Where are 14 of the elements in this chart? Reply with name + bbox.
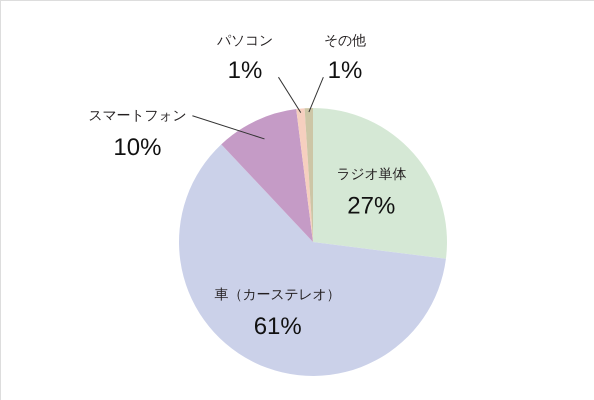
slice-label: 車（カーステレオ） bbox=[214, 287, 341, 304]
data-label: 1% bbox=[328, 57, 362, 84]
pie-slice bbox=[179, 144, 446, 376]
pie-slice bbox=[296, 108, 313, 242]
data-label: 61% bbox=[254, 313, 302, 340]
slice-label: パソコン bbox=[216, 33, 273, 49]
slice-label: ラジオ単体 bbox=[336, 166, 406, 183]
data-label: 1% bbox=[228, 57, 262, 84]
pie-slice bbox=[313, 108, 447, 259]
pie-slice bbox=[221, 109, 313, 242]
slice-label: その他 bbox=[324, 33, 366, 49]
data-label: 27% bbox=[347, 192, 396, 220]
slice-label: スマートフォン bbox=[88, 108, 186, 124]
data-label: 10% bbox=[113, 134, 162, 161]
